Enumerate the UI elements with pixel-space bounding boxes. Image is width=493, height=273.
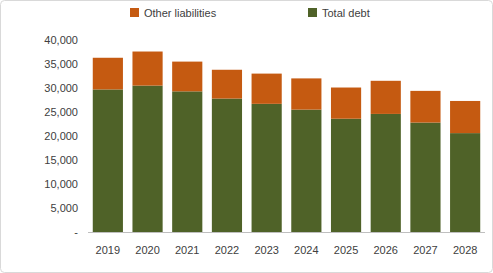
- y-tick: [85, 232, 88, 233]
- legend-swatch: [130, 8, 139, 17]
- chart: - 5,000 10,000 15,000 20,000 25,000 30,000 35,0…: [0, 0, 493, 273]
- bar: [93, 58, 123, 90]
- y-tick-label: 10,000: [44, 178, 78, 190]
- legend-swatch: [308, 8, 317, 17]
- x-tick-label: 2026: [374, 244, 398, 256]
- x-tick-label: 2021: [175, 244, 199, 256]
- x-tick-label: 2023: [254, 244, 278, 256]
- y-tick-label: 15,000: [44, 154, 78, 166]
- y-tick: [85, 160, 88, 161]
- bar: [212, 99, 242, 232]
- bar: [291, 78, 321, 109]
- bar: [410, 123, 440, 232]
- y-tick-label: 25,000: [44, 106, 78, 118]
- y-tick-label: 35,000: [44, 58, 78, 70]
- x-tick-label: 2019: [96, 244, 120, 256]
- y-tick: [85, 40, 88, 41]
- bar: [172, 62, 202, 92]
- bar: [252, 74, 282, 104]
- bar: [132, 52, 162, 86]
- bar: [291, 110, 321, 232]
- x-axis: [88, 232, 485, 233]
- legend-label: Other liabilities: [144, 7, 217, 19]
- x-tick-label: 2027: [413, 244, 437, 256]
- y-tick: [85, 64, 88, 65]
- x-tick-label: 2020: [135, 244, 159, 256]
- y-tick: [85, 88, 88, 89]
- chart-border: [1, 1, 493, 273]
- x-tick-label: 2025: [334, 244, 358, 256]
- bar: [331, 119, 361, 232]
- y-tick-label: 5,000: [50, 202, 78, 214]
- y-tick-label: 40,000: [44, 34, 78, 46]
- bar: [212, 70, 242, 99]
- y-tick: [85, 136, 88, 137]
- y-tick: [85, 184, 88, 185]
- bar: [371, 114, 401, 232]
- x-tick-label: 2024: [294, 244, 318, 256]
- y-tick-label: -: [74, 226, 78, 238]
- x-tick-label: 2028: [453, 244, 477, 256]
- y-tick: [85, 112, 88, 113]
- bar: [172, 91, 202, 232]
- bar: [371, 81, 401, 114]
- bars: [93, 52, 480, 232]
- bar: [331, 88, 361, 119]
- bar: [450, 101, 480, 133]
- bar: [132, 86, 162, 232]
- y-tick-label: 30,000: [44, 82, 78, 94]
- y-tick: [85, 208, 88, 209]
- y-tick-label: 20,000: [44, 130, 78, 142]
- bar: [252, 104, 282, 232]
- bar: [93, 89, 123, 232]
- x-tick-label: 2022: [215, 244, 239, 256]
- bar: [450, 133, 480, 232]
- bar: [410, 91, 440, 123]
- legend-label: Total debt: [322, 7, 370, 19]
